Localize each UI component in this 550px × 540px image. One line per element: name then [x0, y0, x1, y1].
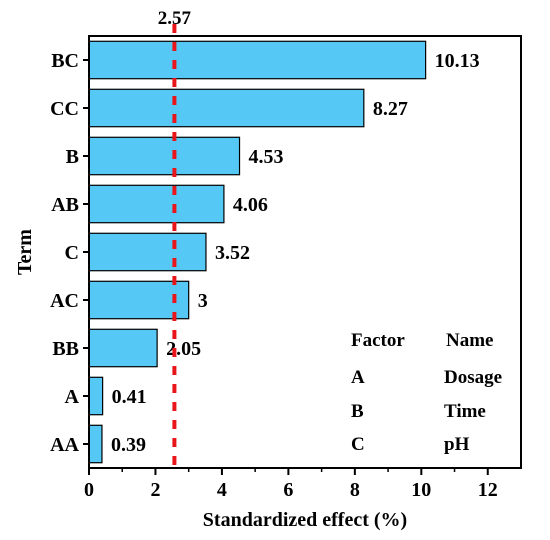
x-tick-label: 0: [84, 479, 94, 501]
category-label: BC: [51, 50, 79, 72]
bar-AC: [88, 280, 190, 320]
category-label: A: [65, 386, 80, 408]
value-label: 0.39: [111, 434, 146, 456]
bar-CC: [88, 88, 365, 128]
bar-BB: [88, 328, 158, 368]
factor-table-cell: Dosage: [444, 367, 502, 388]
factor-table-header-name: Name: [446, 330, 493, 351]
value-label: 2.05: [166, 338, 201, 360]
x-tick-label: 6: [283, 479, 293, 501]
y-axis-label: Term: [14, 229, 36, 275]
value-label: 4.06: [233, 194, 268, 216]
x-tick-label: 10: [411, 479, 431, 501]
plot-frame: [88, 35, 522, 469]
value-label: 10.13: [435, 50, 480, 72]
category-label: AA: [50, 434, 79, 456]
bar-BC: [88, 40, 427, 80]
factor-table: Factor Name A Dosage B Time C pH: [351, 330, 502, 455]
factor-table-header-factor: Factor: [351, 330, 405, 351]
factor-table-cell: Time: [444, 401, 486, 422]
x-axis-label: Standardized effect (%): [203, 509, 407, 531]
factor-table-cell: A: [351, 367, 365, 388]
x-tick-label: 8: [350, 479, 360, 501]
value-label: 8.27: [373, 98, 408, 120]
bar-AB: [88, 184, 225, 224]
category-label: BB: [52, 338, 79, 360]
x-tick-label: 12: [478, 479, 498, 501]
factor-table-cell: C: [351, 434, 365, 455]
value-label: 3: [198, 290, 208, 312]
bars-layer: 10.13BC8.27CC4.53B4.06AB3.52C3AC2.05BB0.…: [50, 40, 480, 464]
x-tick-label: 2: [150, 479, 160, 501]
value-label: 3.52: [215, 242, 250, 264]
value-label: 0.41: [112, 386, 147, 408]
bar-C: [88, 232, 207, 272]
bar-A: [88, 376, 104, 416]
factor-table-cell: pH: [444, 434, 470, 455]
category-label: AB: [51, 194, 79, 216]
category-label: B: [66, 146, 79, 168]
axis-layer: 0 2 4 6 8 10 12: [84, 468, 498, 501]
value-label: 4.53: [249, 146, 284, 168]
factor-table-cell: B: [351, 401, 364, 422]
x-tick-label: 4: [217, 479, 227, 501]
category-label: AC: [50, 290, 79, 312]
category-label: C: [65, 242, 79, 264]
category-label: CC: [50, 98, 79, 120]
bar-AA: [88, 424, 103, 464]
bar-B: [88, 136, 241, 176]
reference-line-label: 2.57: [158, 8, 192, 29]
